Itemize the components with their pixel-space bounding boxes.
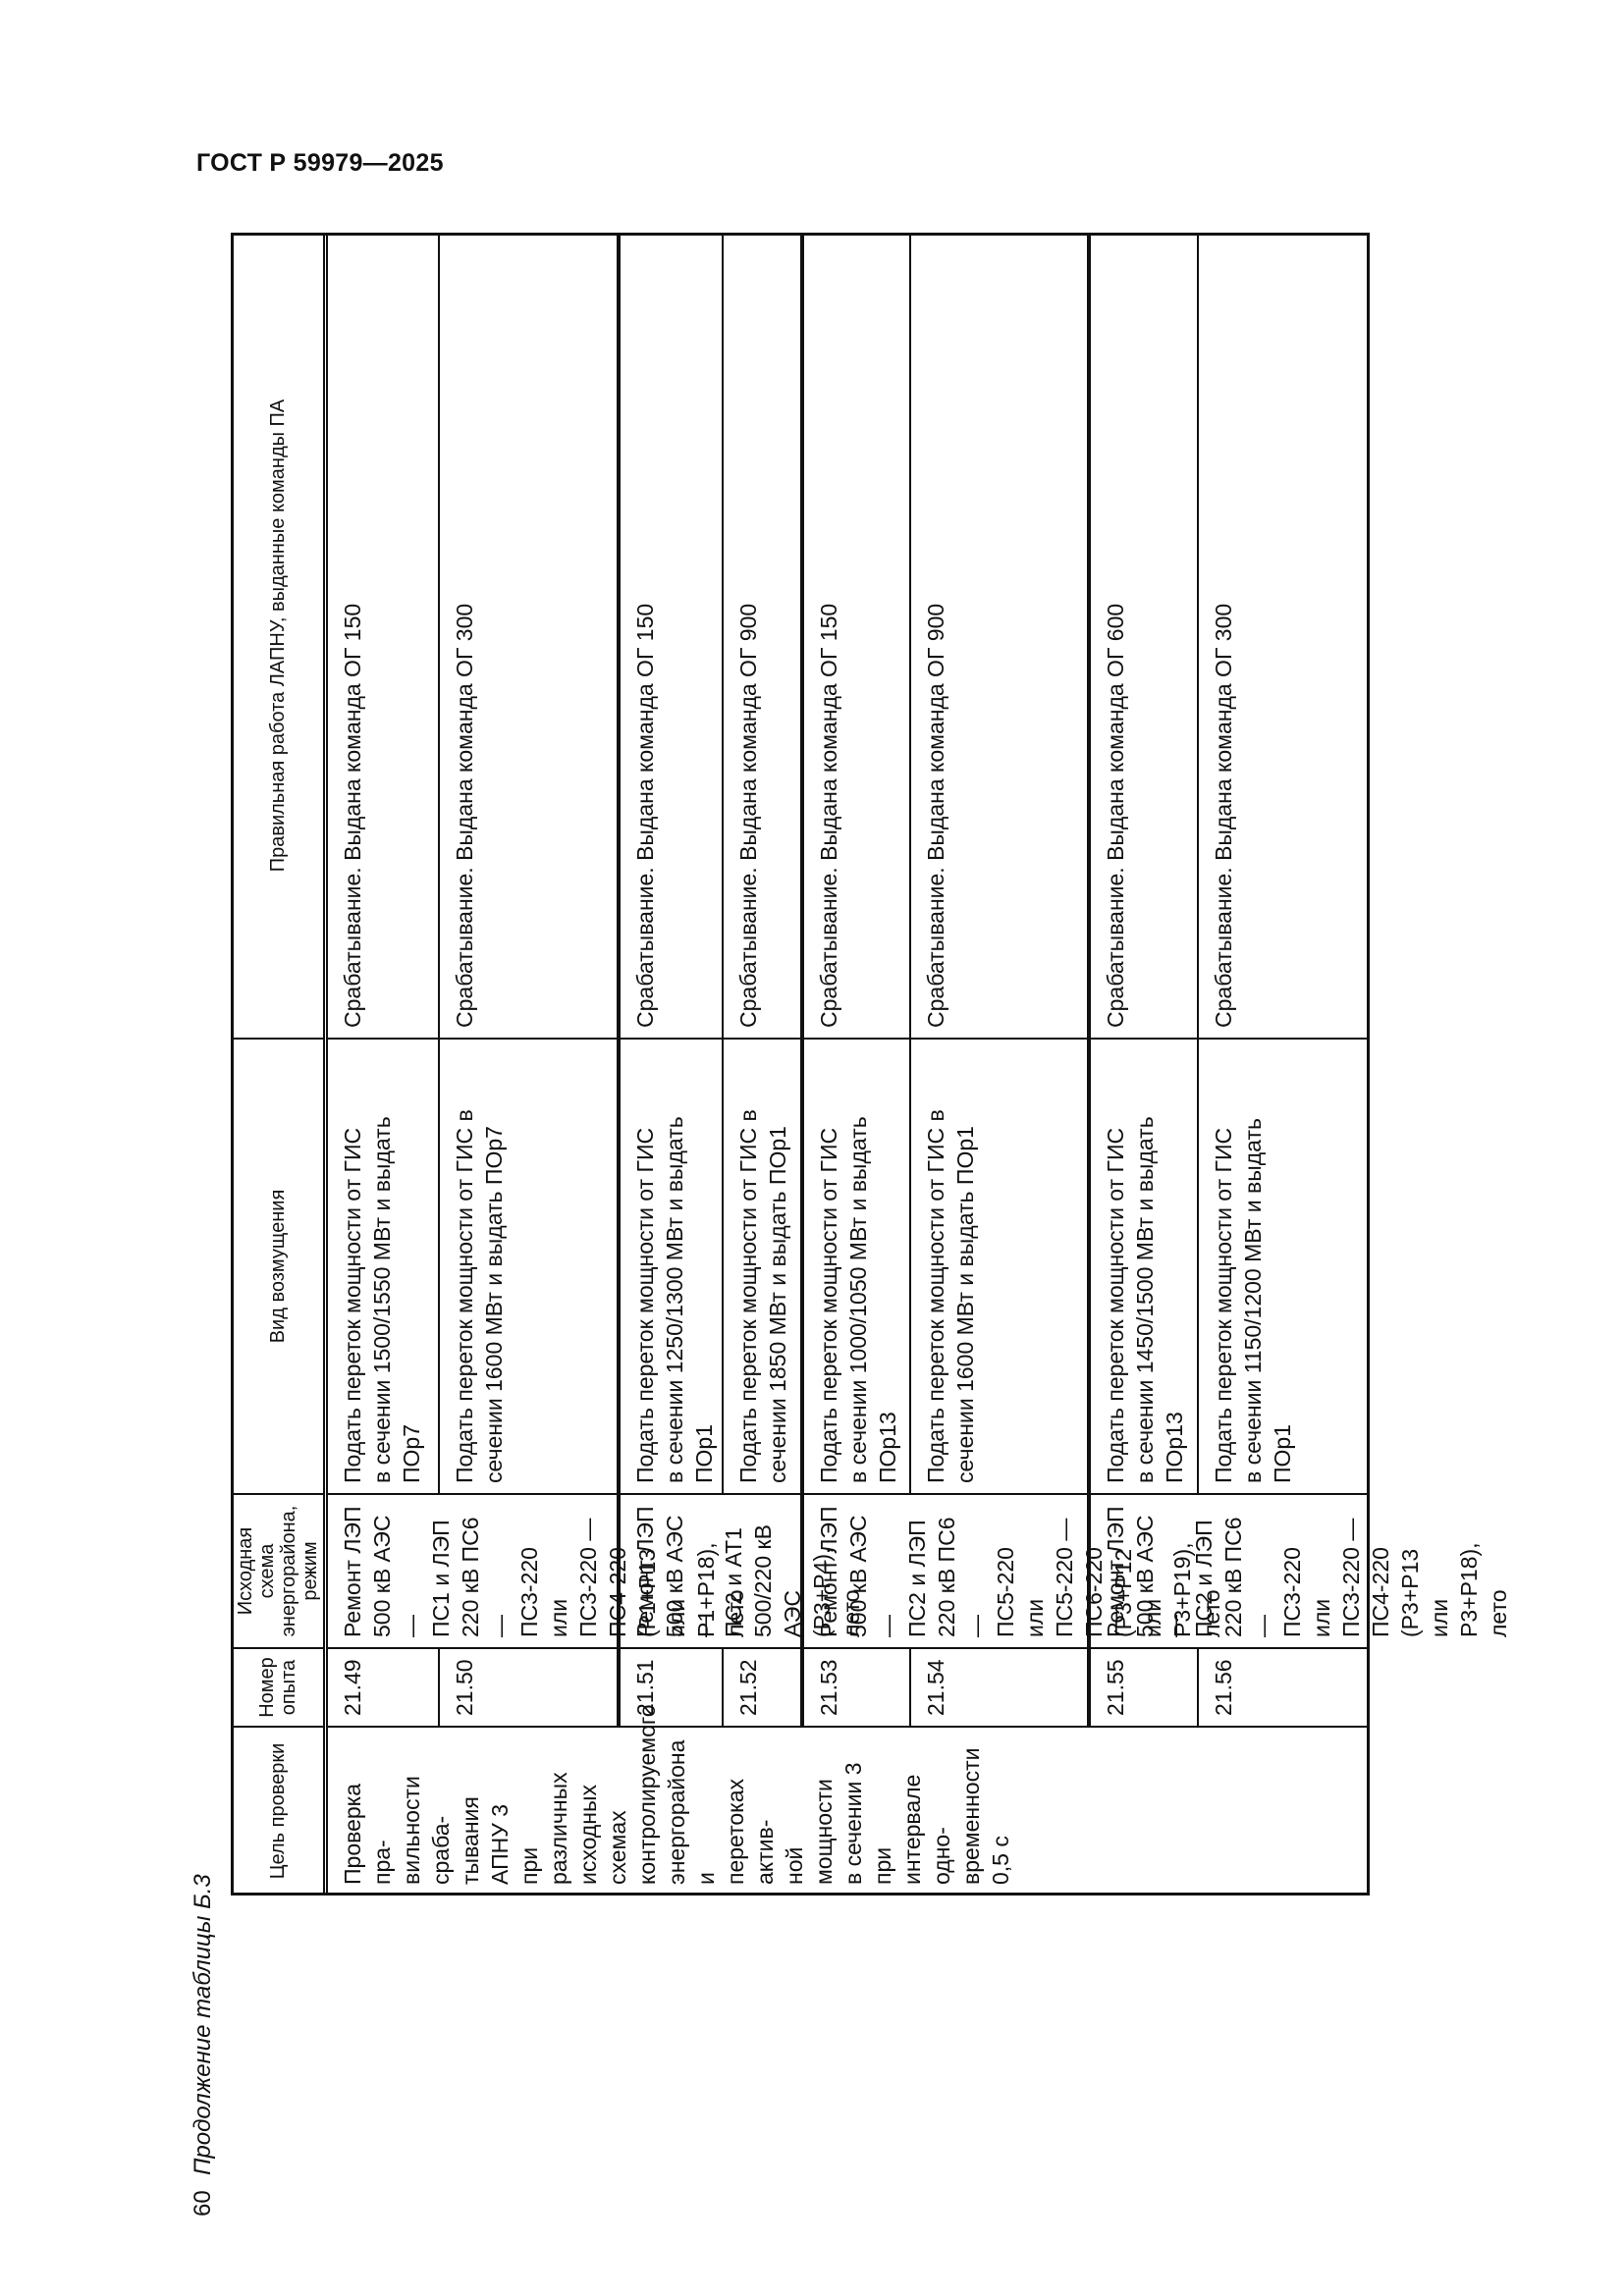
- table-row-result-cell: Срабатывание. Выдана команда ОГ 600: [1090, 233, 1198, 1039]
- page-number: 60: [189, 2190, 216, 2216]
- table-row-disturbance-cell: Подать переток мощности от ГИС в сечении…: [327, 1039, 439, 1494]
- header-scheme: Исходная схема энергорайона, режим: [231, 1494, 325, 1648]
- header-double-rule: [323, 233, 328, 1896]
- table-row-disturbance-cell: Подать переток мощности от ГИС в сечении…: [620, 1039, 723, 1494]
- table-row-number-cell: 21.54: [910, 1648, 1090, 1727]
- purpose-cell: Проверка пра- вильности сраба- тывания А…: [327, 1704, 1370, 1896]
- table-row-result-cell: Срабатывание. Выдана команда ОГ 300: [439, 233, 620, 1039]
- table-row-result-cell: Срабатывание. Выдана команда ОГ 150: [327, 233, 439, 1039]
- scheme-cell: Ремонт ЛЭП 500 кВ АЭС — ПС2 и ЛЭП 220 кВ…: [1090, 1494, 1511, 1648]
- table-row-disturbance-cell: Подать переток мощности от ГИС в сечении…: [910, 1039, 1090, 1494]
- scheme-cell: Ремонт ЛЭП 500 кВ АЭС — ПС2 и ЛЭП 220 кВ…: [803, 1494, 1224, 1648]
- table-row-number-cell: 21.55: [1090, 1648, 1198, 1727]
- header-result: Правильная работа ЛАПНУ, выданные команд…: [231, 233, 325, 1039]
- header-purpose: Цель проверки: [231, 1727, 325, 1896]
- table-row-disturbance-cell: Подать переток мощности от ГИС в сечении…: [1090, 1039, 1198, 1494]
- table-row-result-cell: Срабатывание. Выдана команда ОГ 900: [723, 233, 803, 1039]
- table-row-number-cell: 21.51: [620, 1648, 723, 1727]
- table-row-disturbance-cell: Подать переток мощности от ГИС в сечении…: [803, 1039, 910, 1494]
- table-caption: Продолжение таблицы Б.3: [189, 1874, 216, 2175]
- table-row-result-cell: Срабатывание. Выдана команда ОГ 150: [620, 233, 723, 1039]
- table-row-number-cell: 21.49: [327, 1648, 439, 1727]
- table-row-result-cell: Срабатывание. Выдана команда ОГ 300: [1198, 233, 1370, 1039]
- table-row-number-cell: 21.50: [439, 1648, 620, 1727]
- caption-block: 60 Продолжение таблицы Б.3: [189, 1824, 229, 2216]
- header-number: Номер опыта: [231, 1648, 325, 1727]
- document-title: ГОСТ Р 59979—2025: [196, 149, 444, 177]
- table-row-number-cell: 21.53: [803, 1648, 910, 1727]
- table-row-number-cell: 21.52: [723, 1648, 803, 1727]
- table-row-result-cell: Срабатывание. Выдана команда ОГ 900: [910, 233, 1090, 1039]
- table-row-result-cell: Срабатывание. Выдана команда ОГ 150: [803, 233, 910, 1039]
- table-row-number-cell: 21.56: [1198, 1648, 1370, 1727]
- table-row-disturbance-cell: Подать переток мощности от ГИС в сечении…: [1198, 1039, 1370, 1494]
- data-table: Цель проверки Номер опыта Исходная схема э…: [231, 233, 1511, 1896]
- scheme-cell: Ремонт ЛЭП 500 кВ АЭС — ПС2 и АТ1 500/22…: [620, 1494, 864, 1648]
- table-row-disturbance-cell: Подать переток мощности от ГИС в сечении…: [723, 1039, 803, 1494]
- table-row-disturbance-cell: Подать переток мощности от ГИС в сечении…: [439, 1039, 620, 1494]
- scheme-cell: Ремонт ЛЭП 500 кВ АЭС — ПС1 и ЛЭП 220 кВ…: [327, 1494, 748, 1648]
- header-disturbance: Вид возмущения: [231, 1039, 325, 1494]
